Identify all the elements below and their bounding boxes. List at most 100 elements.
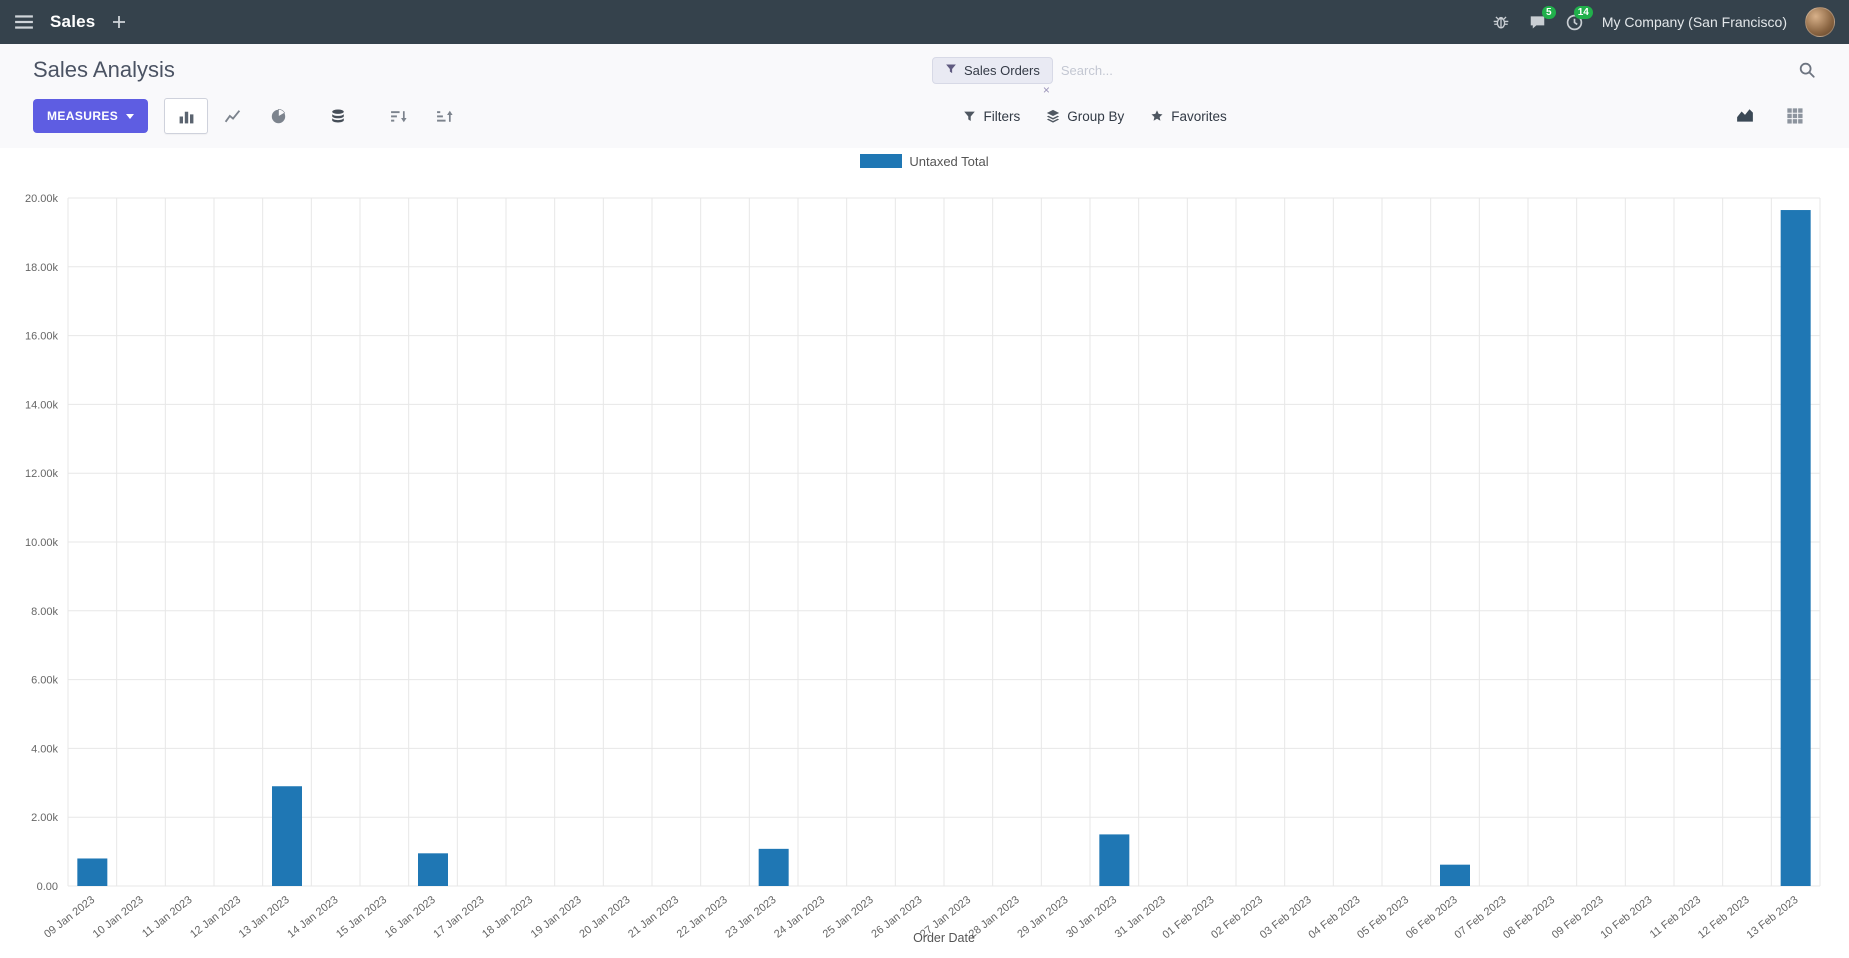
x-tick-label: 13 Feb 2023	[1744, 894, 1800, 941]
activity-badge: 14	[1573, 5, 1593, 19]
favorites-label: Favorites	[1171, 108, 1227, 124]
measures-button[interactable]: MEASURES	[33, 99, 149, 133]
x-tick-label: 20 Jan 2023	[577, 894, 632, 941]
x-tick-label: 16 Jan 2023	[383, 894, 438, 941]
y-tick-label: 6.00k	[31, 675, 58, 687]
messages-badge: 5	[1541, 6, 1556, 19]
bug-icon[interactable]	[1492, 13, 1510, 31]
pivot-view-button[interactable]	[1774, 99, 1816, 133]
x-tick-label: 09 Jan 2023	[42, 894, 97, 941]
pie-chart-mode-button[interactable]	[256, 98, 300, 134]
plus-icon[interactable]	[111, 14, 127, 30]
chart-bar[interactable]	[1099, 834, 1130, 886]
stacked-mode-button[interactable]	[316, 98, 360, 134]
filter-funnel-icon	[945, 63, 957, 78]
favorites-menu[interactable]: Favorites	[1150, 109, 1227, 124]
measures-label: MEASURES	[47, 109, 119, 123]
x-tick-label: 03 Feb 2023	[1258, 894, 1314, 941]
control-panel: Sales Analysis Sales Orders × MEASURES	[0, 44, 1849, 148]
x-tick-label: 13 Jan 2023	[237, 894, 292, 941]
x-tick-label: 10 Feb 2023	[1598, 894, 1654, 941]
y-tick-label: 10.00k	[25, 537, 59, 549]
chart-bar[interactable]	[418, 853, 448, 886]
view-switcher	[1724, 99, 1816, 133]
filters-label: Filters	[983, 108, 1021, 124]
sort-ascending-button[interactable]	[422, 98, 466, 134]
x-tick-label: 18 Jan 2023	[480, 894, 535, 941]
y-tick-label: 20.00k	[25, 193, 59, 205]
app-menu-sales[interactable]: Sales	[50, 12, 96, 31]
search-icon[interactable]	[1798, 61, 1816, 79]
y-tick-label: 8.00k	[31, 606, 58, 618]
company-switcher[interactable]: My Company (San Francisco)	[1601, 14, 1787, 30]
sales-analysis-bar-chart[interactable]: 0.00 2.00k 4.00k 6.00k 8.00k 10.00k 12.00k 14.0…	[0, 170, 1849, 958]
x-tick-label: 23 Jan 2023	[723, 894, 778, 941]
x-tick-label: 30 Jan 2023	[1064, 894, 1119, 941]
graph-view-button[interactable]	[1724, 99, 1766, 133]
line-chart-mode-button[interactable]	[210, 98, 254, 134]
x-tick-label: 11 Feb 2023	[1648, 894, 1703, 941]
x-tick-label: 29 Jan 2023	[1015, 894, 1070, 941]
hamburger-menu-icon[interactable]	[14, 13, 34, 31]
legend-label: Untaxed Total	[909, 153, 989, 169]
search-input[interactable]	[1060, 62, 1790, 78]
y-tick-label: 0.00	[37, 881, 58, 893]
legend-swatch	[860, 154, 903, 168]
chart-area: Untaxed Total 0.00 2.00k 4.00k 6.00k 8.00k 10…	[0, 148, 1849, 958]
facet-remove-icon[interactable]: ×	[1042, 82, 1050, 97]
chart-bar[interactable]	[77, 858, 108, 886]
chart-legend: Untaxed Total	[0, 148, 1849, 170]
x-tick-label: 14 Jan 2023	[285, 894, 340, 941]
x-tick-label: 19 Jan 2023	[529, 894, 584, 941]
x-tick-label: 12 Feb 2023	[1696, 894, 1752, 941]
x-tick-label: 09 Feb 2023	[1550, 894, 1606, 941]
group-by-label: Group By	[1067, 108, 1125, 124]
x-tick-label: 01 Feb 2023	[1160, 894, 1216, 941]
search-facet-sales-orders[interactable]: Sales Orders ×	[932, 56, 1053, 96]
x-tick-label: 21 Jan 2023	[626, 894, 681, 941]
x-tick-label: 05 Feb 2023	[1355, 894, 1411, 941]
x-tick-label: 31 Jan 2023	[1113, 894, 1168, 941]
chart-bar[interactable]	[1440, 864, 1470, 886]
y-tick-label: 12.00k	[25, 468, 59, 480]
x-tick-label: 28 Jan 2023	[967, 894, 1022, 941]
search-bar: Sales Orders ×	[932, 56, 1816, 96]
x-tick-label: 08 Feb 2023	[1501, 894, 1557, 941]
activity-clock-icon[interactable]: 14	[1565, 5, 1593, 32]
user-avatar[interactable]	[1805, 7, 1835, 37]
x-tick-label: 10 Jan 2023	[91, 894, 146, 941]
bar-chart-mode-button[interactable]	[164, 98, 209, 134]
x-tick-label: 12 Jan 2023	[188, 894, 243, 941]
facet-label: Sales Orders	[964, 62, 1040, 78]
group-by-menu[interactable]: Group By	[1046, 109, 1124, 124]
top-navbar: Sales 5 14 My Company (San Francisco)	[0, 0, 1849, 44]
x-tick-label: 06 Feb 2023	[1404, 894, 1460, 941]
page-title: Sales Analysis	[33, 57, 175, 82]
y-tick-label: 16.00k	[25, 331, 59, 343]
sort-descending-button[interactable]	[376, 98, 420, 134]
messages-icon[interactable]: 5	[1528, 6, 1556, 31]
y-tick-label: 14.00k	[25, 399, 59, 411]
chart-bar[interactable]	[758, 848, 789, 886]
x-tick-label: 15 Jan 2023	[334, 894, 389, 941]
y-tick-label: 2.00k	[31, 812, 58, 824]
filter-icon	[963, 110, 976, 123]
caret-down-icon	[126, 113, 135, 119]
actions-row: MEASURES	[0, 92, 1849, 140]
filters-menu[interactable]: Filters	[963, 109, 1020, 124]
layers-icon	[1046, 109, 1060, 123]
x-tick-label: 25 Jan 2023	[821, 894, 876, 941]
x-tick-label: 04 Feb 2023	[1306, 894, 1362, 941]
y-tick-label: 18.00k	[25, 262, 59, 274]
x-tick-label: 24 Jan 2023	[772, 894, 827, 941]
chart-bar[interactable]	[1780, 210, 1811, 886]
x-tick-label: 02 Feb 2023	[1209, 894, 1265, 941]
x-tick-label: 11 Jan 2023	[140, 894, 194, 940]
search-options: Filters Group By Favorites	[963, 109, 1227, 124]
x-tick-label: 07 Feb 2023	[1452, 894, 1508, 941]
x-tick-label: 22 Jan 2023	[675, 894, 730, 941]
chart-bar[interactable]	[272, 786, 302, 886]
y-tick-label: 4.00k	[31, 743, 58, 755]
x-axis-title: Order Date	[913, 931, 975, 945]
star-icon	[1150, 109, 1164, 123]
